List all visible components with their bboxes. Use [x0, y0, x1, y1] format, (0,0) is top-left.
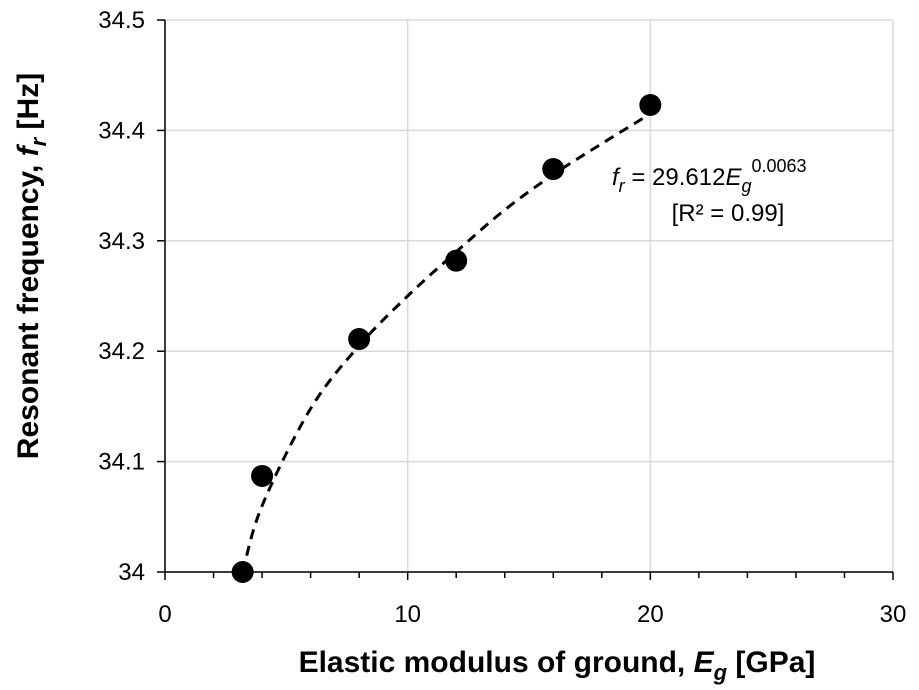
x-tick-label: 10	[394, 601, 421, 628]
x-tick-label: 0	[158, 601, 171, 628]
axis-label-part: r	[26, 136, 51, 146]
equation-part: E	[725, 164, 742, 191]
x-axis-label: Elastic modulus of ground, Eg [GPa]	[299, 646, 816, 685]
equation-part: f	[612, 164, 621, 191]
axis-label-part: [GPa]	[727, 646, 815, 679]
y-axis-label: Resonant frequency, fr [Hz]	[12, 73, 51, 459]
axis-label-part: Resonant frequency,	[12, 156, 45, 459]
y-tick-label: 34.4	[98, 117, 145, 144]
axis-label-part: f	[12, 143, 45, 156]
axis-label-part: [Hz]	[12, 73, 45, 138]
y-tick-label: 34	[118, 559, 145, 586]
equation-part: g	[741, 176, 751, 196]
data-point	[231, 561, 254, 583]
y-tick-label: 34.3	[98, 228, 145, 255]
axis-label-part: Elastic modulus of ground,	[299, 646, 694, 679]
equation-part: = 29.612	[625, 164, 726, 191]
equation-part: 0.0063	[751, 156, 806, 176]
x-tick-label: 30	[880, 601, 907, 628]
data-point	[639, 94, 662, 117]
equation-part: r	[619, 176, 626, 196]
trendline-equation: fr = 29.612Eg0.0063	[612, 156, 807, 196]
y-tick-label: 34.2	[98, 338, 145, 365]
data-point	[251, 464, 274, 487]
r-squared: [R² = 0.99]	[672, 200, 785, 227]
y-tick-label: 34.1	[98, 449, 145, 476]
trendline	[241, 112, 652, 573]
x-tick-label: 20	[637, 601, 664, 628]
axis-label-part: g	[713, 660, 728, 685]
axis-label-part: E	[694, 646, 715, 679]
data-point	[542, 158, 565, 181]
y-tick-label: 34.5	[98, 7, 145, 34]
data-point	[348, 328, 371, 351]
data-point	[445, 249, 468, 272]
